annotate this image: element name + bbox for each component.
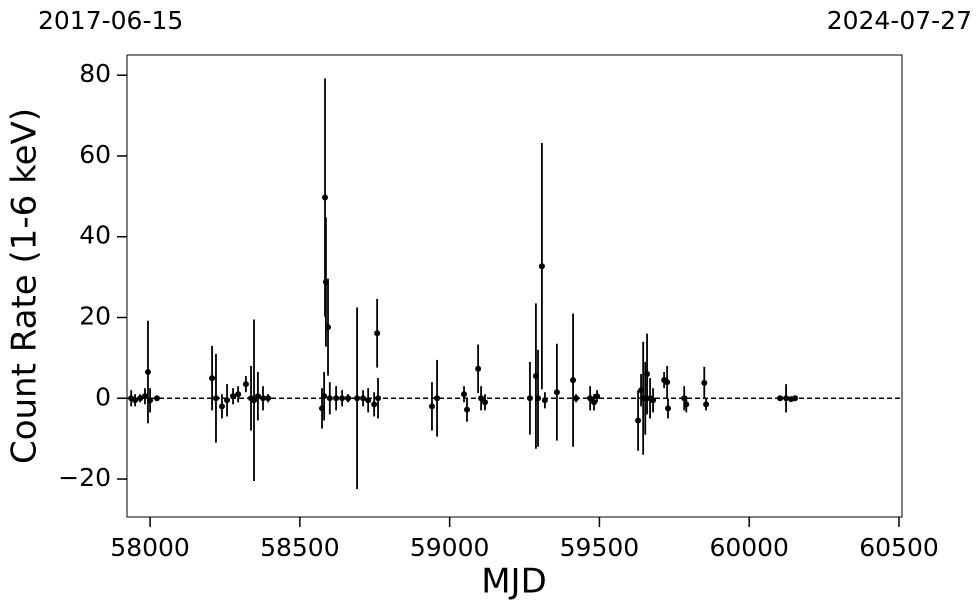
data-point bbox=[683, 401, 690, 408]
data-point bbox=[144, 369, 151, 376]
data-point bbox=[591, 399, 598, 406]
data-point bbox=[644, 371, 651, 378]
data-point bbox=[345, 395, 352, 402]
data-point bbox=[242, 381, 249, 388]
data-point bbox=[701, 379, 708, 386]
data-point bbox=[374, 330, 381, 337]
data-point bbox=[587, 395, 594, 402]
y-tick-label: −20 bbox=[58, 463, 111, 492]
data-point bbox=[141, 393, 148, 400]
data-point bbox=[326, 395, 333, 402]
x-tick-label: 59000 bbox=[410, 533, 490, 562]
data-point bbox=[650, 397, 657, 404]
data-point bbox=[365, 397, 372, 404]
data-point bbox=[573, 395, 580, 402]
data-point bbox=[535, 395, 542, 402]
y-axis-label: Count Rate (1-6 keV) bbox=[5, 108, 45, 464]
x-tick-label: 59500 bbox=[560, 533, 640, 562]
data-point bbox=[322, 194, 329, 201]
data-point bbox=[325, 324, 332, 331]
data-point bbox=[570, 377, 577, 384]
data-point bbox=[224, 397, 231, 404]
x-axis-label: MJD bbox=[481, 562, 547, 602]
data-point bbox=[594, 393, 601, 400]
data-point bbox=[339, 395, 346, 402]
data-point bbox=[354, 395, 361, 402]
data-point bbox=[254, 393, 261, 400]
y-tick-label: 60 bbox=[79, 140, 111, 169]
data-point bbox=[132, 397, 139, 404]
data-point bbox=[635, 417, 642, 424]
y-tick-label: 80 bbox=[79, 59, 111, 88]
data-point bbox=[265, 395, 272, 402]
plot-frame bbox=[126, 54, 903, 518]
data-point bbox=[260, 395, 267, 402]
data-point bbox=[777, 395, 784, 402]
data-point bbox=[153, 395, 160, 402]
data-point bbox=[478, 395, 485, 402]
data-point bbox=[538, 263, 545, 270]
data-point bbox=[664, 379, 671, 386]
data-point bbox=[321, 393, 328, 400]
data-point bbox=[235, 391, 242, 398]
data-point bbox=[703, 401, 710, 408]
data-point bbox=[461, 391, 468, 398]
data-point bbox=[333, 395, 340, 402]
data-point bbox=[209, 375, 216, 382]
data-point bbox=[428, 403, 435, 410]
x-tick-label: 58000 bbox=[110, 533, 190, 562]
data-point bbox=[251, 397, 258, 404]
data-point bbox=[464, 406, 471, 413]
data-point bbox=[475, 365, 482, 372]
data-point bbox=[147, 397, 154, 404]
y-tick-label: 40 bbox=[79, 221, 111, 250]
data-point bbox=[541, 397, 548, 404]
data-point bbox=[526, 395, 533, 402]
data-point bbox=[665, 405, 672, 412]
x-tick-label: 60500 bbox=[859, 533, 939, 562]
data-point bbox=[218, 403, 225, 410]
data-point bbox=[212, 395, 219, 402]
data-point bbox=[360, 395, 367, 402]
y-tick-label: 0 bbox=[95, 382, 111, 411]
data-point bbox=[481, 399, 488, 406]
start-date: 2017-06-15 bbox=[38, 6, 183, 35]
data-point bbox=[553, 389, 560, 396]
y-tick-label: 20 bbox=[79, 302, 111, 331]
data-point bbox=[137, 395, 144, 402]
data-point bbox=[375, 395, 382, 402]
data-point bbox=[371, 401, 378, 408]
data-point bbox=[230, 393, 237, 400]
data-point bbox=[783, 395, 790, 402]
x-tick-label: 58500 bbox=[260, 533, 340, 562]
x-tick-label: 60000 bbox=[709, 533, 789, 562]
end-date: 2024-07-27 bbox=[827, 6, 972, 35]
data-point bbox=[434, 395, 441, 402]
data-point bbox=[792, 395, 799, 402]
